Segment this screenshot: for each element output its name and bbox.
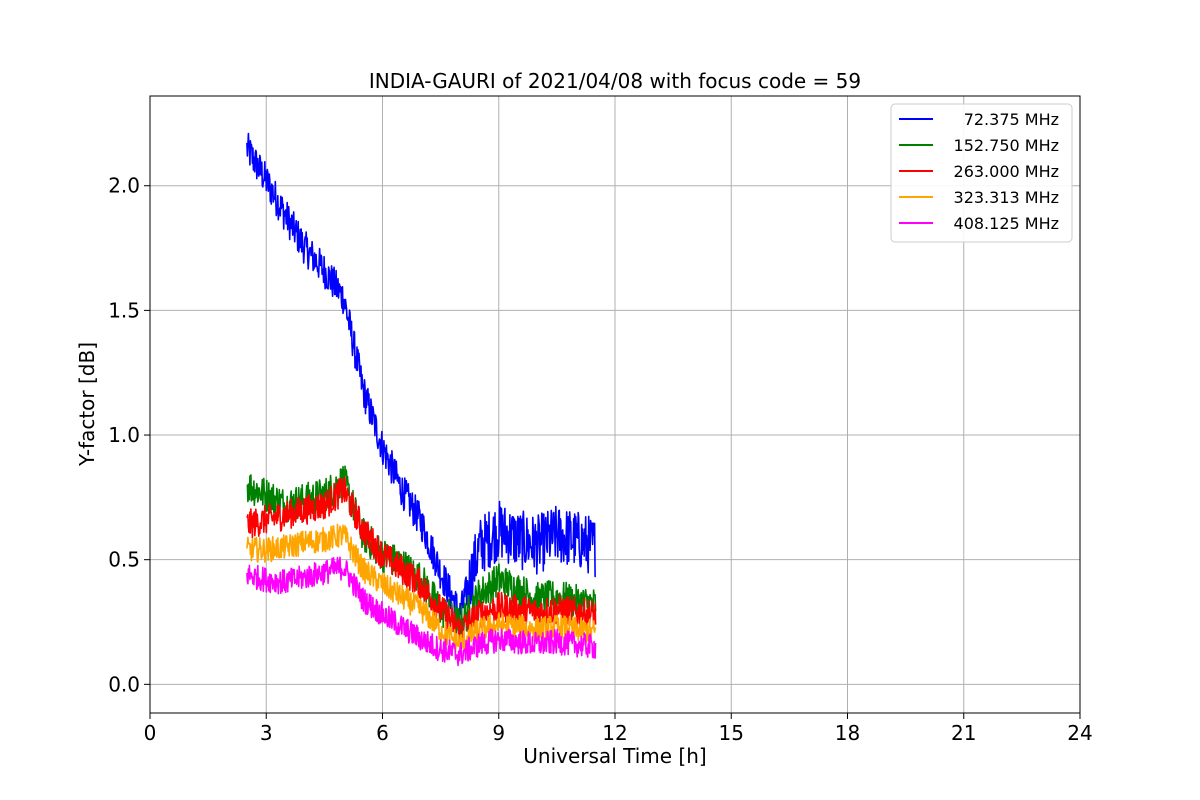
series-line — [246, 523, 597, 656]
y-tick-label: 1.0 — [108, 423, 140, 447]
y-tick-label: 0.0 — [108, 672, 140, 696]
x-tick-label: 21 — [951, 721, 976, 745]
legend-label: 152.750 MHz — [954, 136, 1059, 155]
series-line — [246, 476, 597, 643]
x-tick-label: 15 — [719, 721, 744, 745]
y-tick-label: 2.0 — [108, 174, 140, 198]
chart-title: INDIA-GAURI of 2021/04/08 with focus cod… — [369, 69, 861, 93]
legend-label: 263.000 MHz — [954, 162, 1059, 181]
y-tick-label: 1.5 — [108, 298, 140, 322]
x-tick-label: 6 — [376, 721, 389, 745]
legend-label: 323.313 MHz — [954, 188, 1059, 207]
x-tick-label: 24 — [1067, 721, 1092, 745]
x-tick-label: 9 — [492, 721, 505, 745]
x-tick-label: 3 — [260, 721, 273, 745]
x-tick-label: 18 — [835, 721, 860, 745]
series-line — [246, 556, 597, 667]
series-line — [246, 132, 597, 624]
plot-area — [246, 132, 597, 667]
legend-label: 408.125 MHz — [954, 214, 1059, 233]
y-axis: 0.0 0.5 1.0 1.5 2.0 — [108, 174, 150, 696]
legend-box — [890, 103, 1073, 243]
legend: 72.375 MHz 152.750 MHz 263.000 MHz 323.313 … — [890, 103, 1073, 243]
legend-label: 72.375 MHz — [964, 110, 1059, 129]
x-tick-label: 12 — [602, 721, 627, 745]
x-axis-label: Universal Time [h] — [523, 744, 706, 768]
x-tick-label: 0 — [144, 721, 157, 745]
y-tick-label: 0.5 — [108, 548, 140, 572]
y-axis-label: Y-factor [dB] — [75, 342, 99, 467]
x-axis: 0 3 6 9 12 15 18 21 24 — [144, 713, 1093, 745]
